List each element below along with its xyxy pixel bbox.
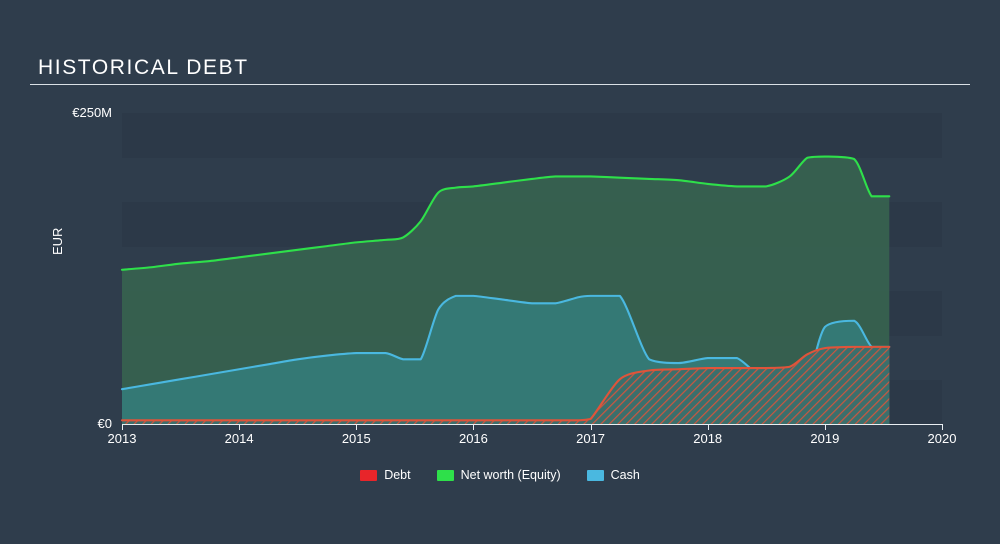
x-axis-tick — [942, 424, 943, 430]
legend-swatch-icon — [360, 469, 378, 481]
x-axis-label-2013: 2013 — [107, 431, 137, 446]
x-axis-tick — [824, 424, 826, 430]
series-layer — [120, 155, 891, 424]
legend-swatch-icon — [436, 469, 454, 481]
plot-svg — [120, 155, 891, 424]
legend-label: Cash — [610, 468, 640, 482]
plot-band — [122, 113, 942, 158]
x-axis-label-2015: 2015 — [341, 431, 371, 446]
x-axis-tick — [473, 424, 475, 430]
legend-label: Net worth (Equity) — [460, 468, 561, 482]
x-axis-label-2016: 2016 — [458, 431, 488, 446]
x-axis-label-2020: 2020 — [927, 431, 957, 446]
x-axis-tick — [122, 424, 123, 430]
y-axis-title: EUR — [50, 227, 65, 255]
title-divider — [30, 84, 970, 85]
x-axis-tick — [590, 424, 592, 430]
legend-item-cash[interactable]: Cash — [586, 468, 640, 482]
x-axis-line — [122, 424, 942, 425]
x-axis-label-2018: 2018 — [693, 431, 723, 446]
x-axis-label-2017: 2017 — [576, 431, 606, 446]
legend-item-debt[interactable]: Debt — [360, 468, 411, 482]
plot-area — [120, 113, 942, 424]
y-axis-zero-label: €0 — [97, 416, 112, 431]
series-line-debt[interactable] — [120, 345, 891, 422]
x-axis-tick — [239, 424, 241, 430]
legend-label: Debt — [384, 468, 411, 482]
x-axis-tick — [707, 424, 709, 430]
x-axis-label-2014: 2014 — [224, 431, 254, 446]
y-axis-max-label: €250M — [72, 105, 112, 120]
legend-item-net-worth-equity[interactable]: Net worth (Equity) — [436, 468, 561, 482]
series-line-net-worth-equity[interactable] — [120, 155, 891, 271]
x-axis-tick — [356, 424, 358, 430]
x-axis-label-2019: 2019 — [810, 431, 840, 446]
area-fill-debt — [122, 346, 890, 424]
page-title: HISTORICAL DEBT — [38, 56, 249, 79]
chart-legend: Debt Net worth (Equity) Cash — [0, 468, 1000, 482]
legend-swatch-icon — [586, 469, 604, 481]
